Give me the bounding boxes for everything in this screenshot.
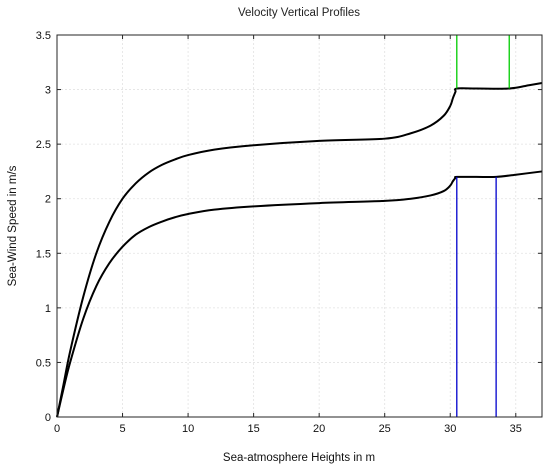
- x-tick-label: 20: [313, 423, 325, 435]
- axis-ticks: [56, 34, 542, 418]
- series-line-1: [56, 82, 543, 418]
- data-series: [56, 82, 543, 418]
- y-tick-label: 3: [45, 85, 51, 97]
- x-tick-label: 25: [379, 423, 391, 435]
- y-tick-label: 1: [45, 303, 51, 315]
- plot-frame: [56, 34, 543, 418]
- y-tick-labels: 0 0.5 1 1.5 2 2.5 3 3.5: [36, 30, 51, 424]
- chart-title: Velocity Vertical Profiles: [238, 7, 360, 19]
- x-tick-labels: 0 5 10 15 20 25 30 35: [54, 423, 522, 435]
- y-tick-label: 1.5: [36, 248, 51, 260]
- x-tick-label: 0: [54, 423, 60, 435]
- x-tick-label: 35: [510, 423, 522, 435]
- y-tick-label: 0: [45, 412, 51, 424]
- y-axis-label: Sea-Wind Speed in m/s: [7, 165, 19, 286]
- series-line-2: [56, 170, 543, 418]
- x-tick-label: 5: [119, 423, 125, 435]
- x-tick-label: 10: [182, 423, 194, 435]
- y-tick-label: 2.5: [36, 139, 51, 151]
- y-tick-label: 2: [45, 194, 51, 206]
- x-tick-label: 15: [247, 423, 259, 435]
- x-tick-label: 30: [444, 423, 456, 435]
- y-tick-label: 3.5: [36, 30, 51, 42]
- marker-lines: [456, 35, 510, 417]
- grid-lines: [57, 35, 542, 417]
- y-tick-label: 0.5: [36, 357, 51, 369]
- x-axis-label: Sea-atmosphere Heights in m: [223, 452, 375, 464]
